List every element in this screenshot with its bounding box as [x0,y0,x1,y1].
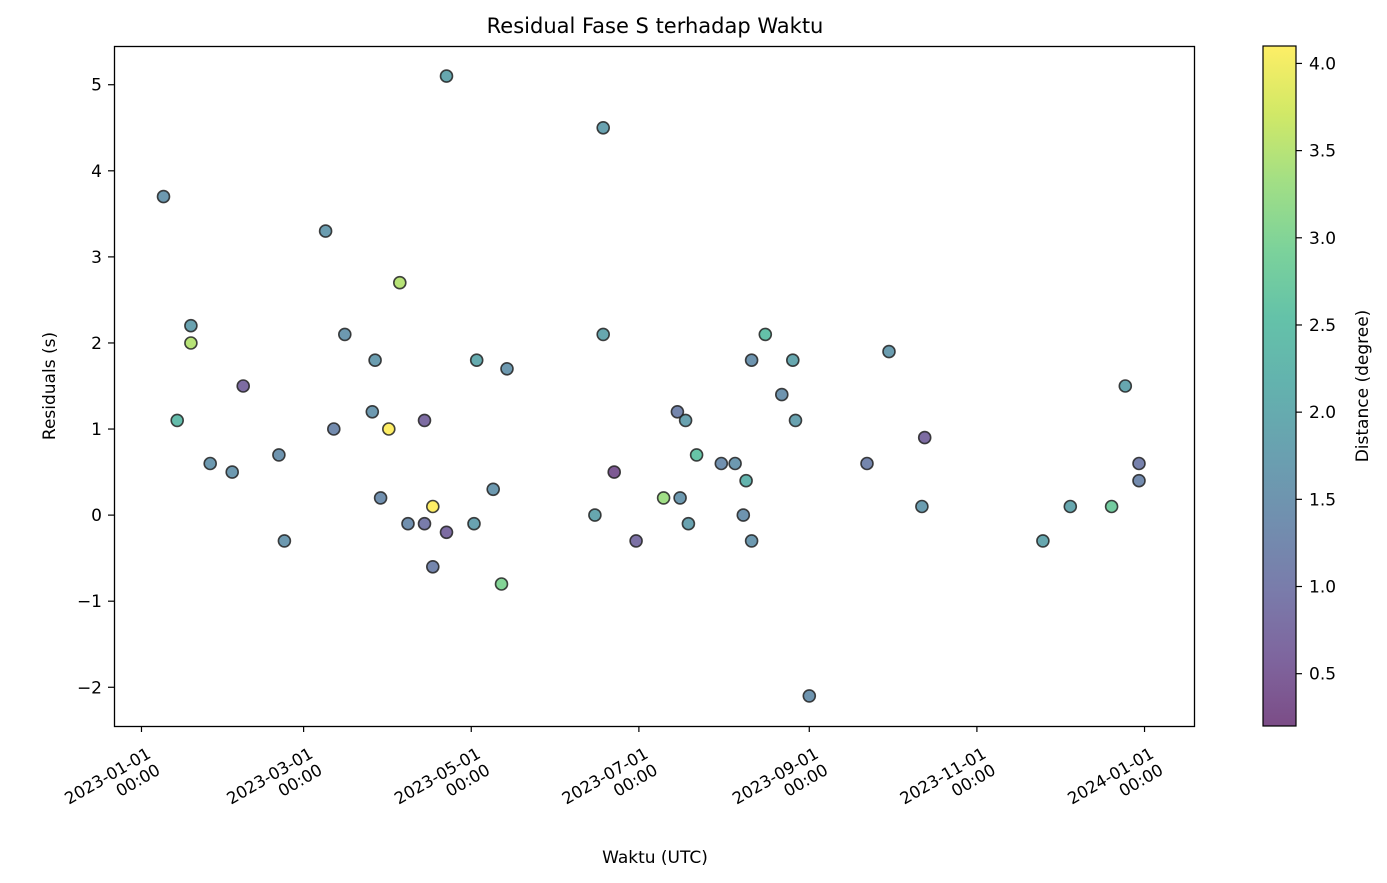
data-point [486,482,501,497]
colorbar-tick-label: 2.0 [1309,403,1336,423]
data-point [714,456,729,471]
colorbar-tick-label: 0.5 [1309,665,1336,685]
y-tick-label: −2 [77,678,102,698]
data-point [744,353,759,368]
data-point [681,516,696,531]
data-point [596,327,611,342]
data-point [373,491,388,505]
data-point [744,534,759,548]
y-tick-label: 3 [91,248,102,268]
colorbar-tick-label: 1.5 [1309,490,1336,510]
data-point [417,413,432,428]
data-point [225,465,239,479]
data-point [318,224,333,238]
data-point [236,379,250,393]
data-point [272,448,286,462]
data-point [1063,499,1078,514]
x-tick-label: 2023-01-0100:00 [61,744,163,825]
data-point [588,508,602,522]
data-point [689,448,704,462]
colorbar-tick-label: 3.0 [1309,229,1336,249]
data-point [656,491,671,505]
data-point [1132,473,1146,488]
y-axis: −2 −1 0 1 2 3 4 5 [77,76,114,698]
colorbar-tick-label: 3.5 [1309,142,1336,162]
data-point [728,456,742,471]
data-point [368,353,382,368]
x-tick-label: 2023-03-0100:00 [223,744,325,825]
data-point [788,413,803,428]
data-point [277,534,292,548]
x-axis-label: Waktu (UTC) [602,848,708,868]
data-point [860,456,874,471]
data-point [915,499,929,514]
data-point [156,189,171,204]
y-tick-label: 2 [91,334,102,354]
data-point [439,525,454,540]
data-point [170,413,184,428]
data-point [774,387,789,402]
y-tick-label: 1 [91,420,102,440]
data-point [401,516,415,531]
data-point [802,689,817,703]
x-tick-label: 2023-07-0100:00 [559,744,661,825]
data-point [739,473,753,488]
data-point [607,465,622,479]
data-point [184,318,198,333]
chart-title: Residual Fase S terhadap Waktu [487,14,824,38]
data-point [596,121,611,135]
data-point [417,516,432,531]
x-tick-label: 2023-09-0100:00 [729,744,831,825]
data-point [184,336,198,350]
x-axis: 2023-01-0100:00 2023-03-0100:00 2023-05-01… [61,726,1166,825]
data-point [500,361,514,376]
data-point [1132,456,1146,471]
data-point [670,404,685,419]
colorbar [1262,45,1297,727]
data-point [469,353,484,368]
data-point [917,430,932,445]
x-tick-label: 2023-05-0100:00 [391,744,493,825]
data-point [392,275,407,290]
data-point [337,327,352,342]
colorbar-tick-label: 4.0 [1309,54,1336,74]
data-point [785,353,800,368]
data-point [203,456,217,471]
data-point [736,508,751,522]
data-point [1036,534,1050,548]
data-point [758,327,773,342]
data-point [629,534,643,548]
data-point [1104,499,1119,514]
x-tick-label: 2023-11-0100:00 [897,744,999,825]
data-point [1118,379,1133,393]
data-point [381,422,396,436]
colorbar-tick-label: 1.0 [1309,578,1336,598]
data-point [678,413,693,428]
y-tick-label: −1 [77,592,102,612]
data-point [365,404,380,419]
y-tick-label: 5 [91,76,102,96]
colorbar-tick-label: 2.5 [1309,316,1336,336]
data-point [439,69,454,83]
y-tick-label: 4 [91,162,102,182]
data-point [326,422,341,436]
data-point [425,559,440,574]
data-point [425,499,440,514]
y-tick-label: 0 [91,506,102,526]
data-point [882,344,896,359]
colorbar-axis: 0.5 1.0 1.5 2.0 2.5 3.0 3.5 4.0 [1296,54,1336,685]
points-layer [156,69,1146,703]
y-axis-label: Residuals (s) [40,332,60,440]
data-point [494,577,509,591]
x-tick-label: 2024-01-0100:00 [1064,744,1166,825]
data-point [467,516,481,531]
plot-frame [113,45,1196,728]
colorbar-label: Distance (degree) [1353,310,1373,463]
data-point [673,491,687,505]
